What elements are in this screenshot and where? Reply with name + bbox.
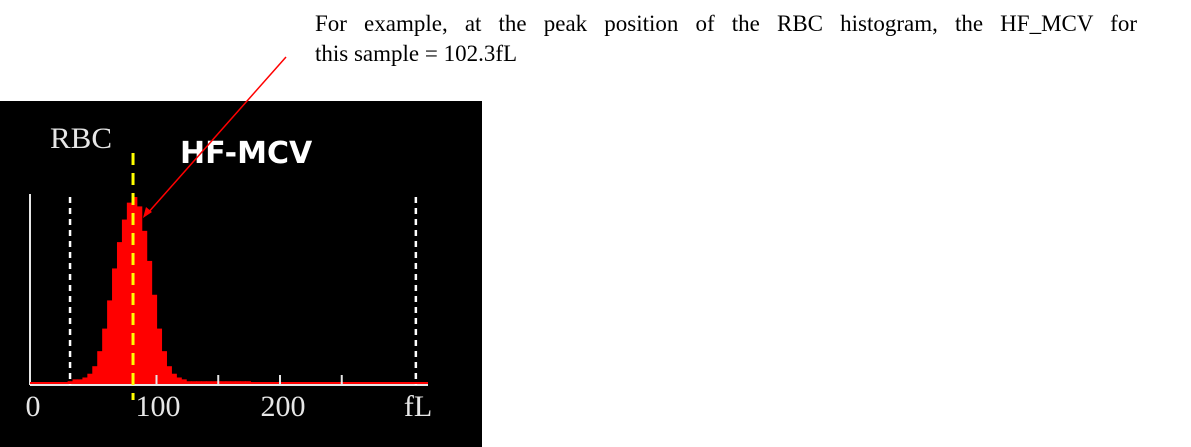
histogram-bar — [82, 377, 88, 385]
annotation-arrow — [146, 56, 287, 215]
histogram-bar — [151, 294, 158, 385]
x-tick-label-100: 100 — [136, 390, 181, 423]
annotation-line-2: this sample = 102.3fL — [315, 41, 518, 66]
arrow-head-icon — [143, 207, 152, 218]
histogram-bar — [97, 351, 103, 385]
histogram-bar — [166, 366, 172, 385]
histogram-bar — [112, 268, 118, 385]
x-ticks — [155, 375, 343, 385]
histogram-bar — [156, 328, 163, 385]
histogram-bar — [116, 242, 123, 385]
histogram-bar — [92, 366, 98, 385]
histogram-bars — [67, 197, 251, 385]
histogram-bar — [126, 202, 133, 385]
hf-mcv-label: HF-MCV — [180, 136, 313, 171]
histogram-bar — [87, 373, 93, 385]
chart-background — [0, 101, 482, 447]
histogram-bar — [102, 328, 108, 385]
annotation-line-1: For example, at the peak position of the… — [315, 11, 1137, 36]
histogram-bar — [161, 351, 167, 385]
histogram-bar — [131, 197, 138, 385]
histogram-bar — [171, 373, 177, 385]
histogram-bar — [141, 230, 148, 385]
annotation-text: For example, at the peak position of the… — [315, 9, 1137, 69]
chart-title: RBC — [50, 122, 112, 155]
histogram-bar — [121, 219, 128, 385]
histogram-bar — [146, 260, 153, 385]
x-axis-unit-label: fL — [404, 390, 432, 423]
histogram-bar — [107, 300, 113, 385]
histogram-bar — [176, 377, 182, 385]
histogram-bar — [136, 206, 143, 385]
x-tick-label-200: 200 — [261, 390, 306, 423]
x-tick-label-0: 0 — [26, 390, 41, 423]
discriminator-lines — [68, 197, 418, 385]
